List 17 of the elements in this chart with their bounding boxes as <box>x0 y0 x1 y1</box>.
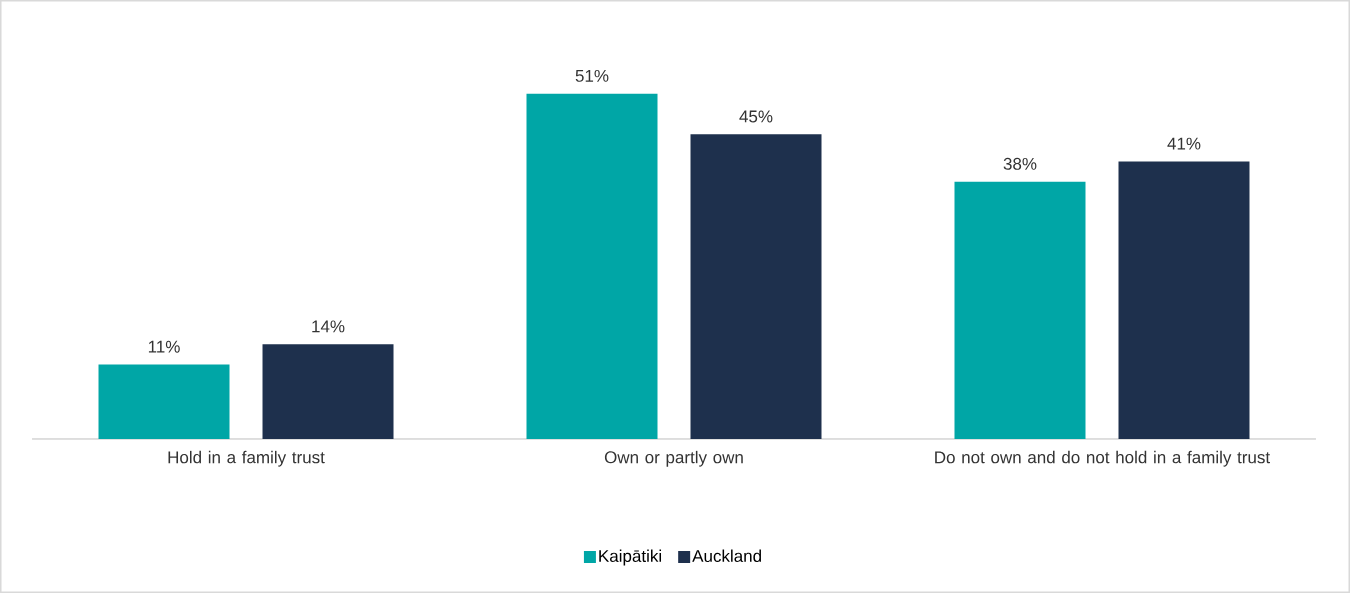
x-tick-label: Own or partly own <box>604 450 743 467</box>
data-label: 14% <box>312 320 345 333</box>
x-tick-label: Do not own and do not hold in a family trust <box>935 450 1270 467</box>
legend-label: Kaipātiki <box>599 549 662 566</box>
data-label: 41% <box>1167 137 1201 150</box>
data-label: 38% <box>1003 157 1037 170</box>
x-tick-label: Hold in a family trust <box>168 450 325 467</box>
bar <box>262 344 394 439</box>
bar <box>1118 161 1250 439</box>
bar <box>954 181 1086 439</box>
bar <box>690 134 822 439</box>
legend-label: Auckland <box>692 549 761 563</box>
data-label: 11% <box>148 340 180 353</box>
bar <box>526 93 658 439</box>
data-label: 51% <box>575 69 609 82</box>
data-label: 45% <box>739 110 773 123</box>
bar <box>98 364 230 439</box>
